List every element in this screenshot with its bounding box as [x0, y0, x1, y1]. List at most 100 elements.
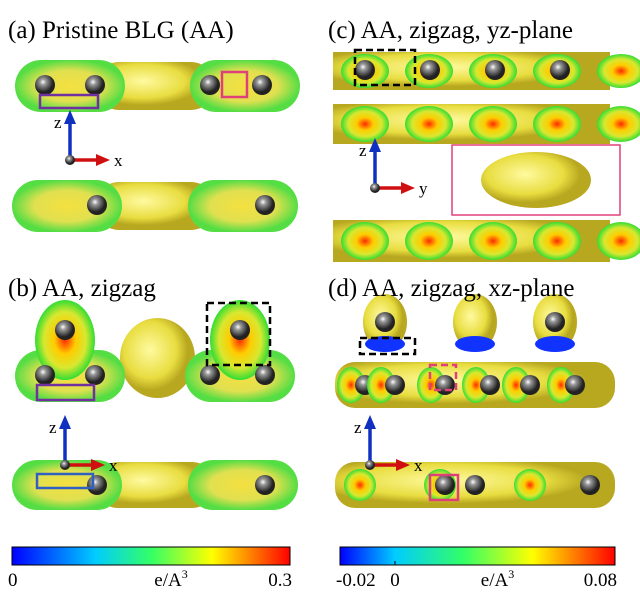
- atom: [550, 60, 570, 80]
- origin: [365, 460, 375, 470]
- atom: [85, 365, 105, 385]
- axis-label: z: [354, 418, 362, 437]
- density-lobe: [188, 180, 298, 232]
- panel-title: (b) AA, zigzag: [8, 275, 156, 302]
- density-spot: [533, 106, 581, 142]
- colorbar-tick-label: 0: [8, 570, 18, 591]
- panel-title: (d) AA, zigzag, xz-plane: [328, 275, 574, 302]
- density-lobe: [453, 294, 497, 350]
- atom: [355, 60, 375, 80]
- density-spot: [405, 106, 453, 142]
- highlight-box: [358, 336, 417, 356]
- highlight-box: [220, 70, 249, 99]
- density-spot: [547, 367, 575, 403]
- z-arrowhead: [64, 110, 76, 124]
- highlight-box: [35, 383, 96, 402]
- atom: [35, 365, 55, 385]
- highlight-box: [428, 363, 458, 392]
- z-arrowhead: [59, 415, 71, 429]
- highlight-box: [205, 301, 272, 367]
- density-lobe: [188, 460, 298, 510]
- inset-density: [481, 152, 591, 208]
- density-tube: [120, 318, 195, 398]
- colorbar-unit: e/A3: [481, 567, 514, 591]
- density-spot: [405, 222, 453, 260]
- axis-label: x: [109, 456, 118, 475]
- highlight-box: [353, 48, 417, 87]
- atom: [200, 75, 220, 95]
- panel-title: (a) Pristine BLG (AA): [8, 17, 234, 44]
- density-spot: [597, 222, 640, 260]
- axis-label: x: [414, 456, 423, 475]
- atom: [252, 75, 272, 95]
- atom: [435, 475, 455, 495]
- unit: e/A: [154, 570, 182, 591]
- atom: [255, 195, 275, 215]
- density-spot: [341, 106, 389, 142]
- density-spot: [514, 469, 546, 501]
- density-spot: [469, 106, 517, 142]
- h-arrowhead: [96, 154, 110, 166]
- atom: [520, 375, 540, 395]
- highlight-box: [35, 472, 95, 490]
- highlight-box: [38, 93, 100, 110]
- density-tube: [95, 462, 215, 508]
- depletion: [455, 336, 495, 352]
- h-arrowhead: [91, 459, 105, 471]
- atom: [87, 195, 107, 215]
- atom: [545, 312, 565, 332]
- density-spot: [597, 54, 640, 88]
- atom: [230, 320, 250, 340]
- atom: [485, 60, 505, 80]
- atom: [255, 365, 275, 385]
- density-spot: [337, 367, 365, 403]
- origin: [370, 183, 380, 193]
- axis-label: x: [114, 151, 123, 170]
- density-lobe: [12, 460, 122, 510]
- structures: [12, 48, 640, 510]
- density-tube: [95, 62, 215, 110]
- atom: [35, 75, 55, 95]
- unit-exponent: 3: [508, 567, 514, 581]
- density-spot: [341, 222, 389, 260]
- colorbar: [339, 546, 616, 566]
- atom: [465, 475, 485, 495]
- unit: e/A: [481, 570, 509, 591]
- atom: [87, 475, 107, 495]
- density-lobe: [190, 60, 300, 112]
- density-lobe: [15, 60, 125, 112]
- colorbar-unit: e/A3: [154, 567, 187, 591]
- atom: [385, 375, 405, 395]
- axis-label: y: [419, 179, 428, 198]
- z-arrowhead: [369, 138, 381, 152]
- atom: [435, 375, 455, 395]
- atom: [85, 75, 105, 95]
- axis-label: z: [54, 113, 62, 132]
- density-tube: [95, 182, 215, 230]
- atom: [255, 475, 275, 495]
- highlight-box: [428, 473, 460, 502]
- atom: [580, 475, 600, 495]
- depletion: [535, 336, 575, 352]
- atom: [420, 60, 440, 80]
- density-spot: [462, 367, 490, 403]
- colorbar: [11, 546, 291, 566]
- density-spot: [469, 222, 517, 260]
- axis-label: z: [49, 418, 57, 437]
- density-spot: [367, 367, 395, 403]
- h-arrowhead: [396, 459, 410, 471]
- z-arrowhead: [364, 415, 376, 429]
- origin: [60, 460, 70, 470]
- density-spot: [502, 367, 530, 403]
- axis-label: z: [359, 141, 367, 160]
- unit-exponent: 3: [182, 567, 188, 581]
- density-spot: [597, 106, 640, 142]
- h-arrowhead: [401, 182, 415, 194]
- colorbar-tick-label: -0.02: [336, 570, 376, 591]
- colorbar-tick-label: 0.3: [268, 570, 292, 591]
- origin: [65, 155, 75, 165]
- atom: [375, 312, 395, 332]
- atom: [200, 365, 220, 385]
- atom: [55, 320, 75, 340]
- panel-title: (c) AA, zigzag, yz-plane: [328, 17, 573, 44]
